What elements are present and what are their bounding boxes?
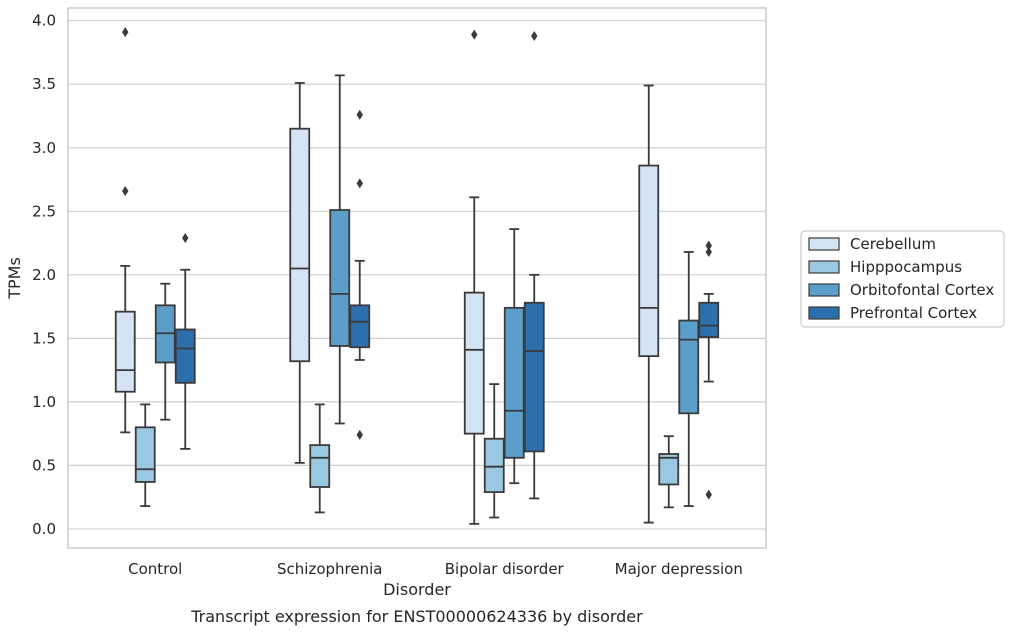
box-2-3 [678,251,700,507]
y-tick-label: 2.5 [32,202,56,220]
box-3-0 [174,232,196,450]
box-3-2 [523,30,545,500]
box-1-2 [483,383,505,519]
box-iqr [349,304,371,349]
outlier-point [471,29,478,40]
legend-label: Hipppocampus [850,258,962,276]
y-tick-label: 0.5 [32,456,56,474]
legend-label: Prefrontal Cortex [850,304,977,322]
figure-caption: Transcript expression for ENST0000062433… [190,607,643,626]
box-0-3 [638,84,660,524]
box-0-1 [289,82,311,464]
box-iqr [289,127,311,363]
box-1-1 [309,403,331,514]
box-2-0 [154,282,176,421]
legend-label: Orbitofontal Cortex [850,281,994,299]
y-gridlines [68,20,766,530]
y-tick-label: 1.0 [32,393,56,411]
outlier-point [122,27,129,38]
box-1-3 [658,435,680,509]
legend-swatch [808,237,840,251]
legend-swatch [808,306,840,320]
legend-frame [800,230,1005,328]
box-iqr [638,164,660,358]
outlier-point [356,109,363,120]
box-3-1 [349,109,371,440]
box-iqr [503,306,525,459]
plot-frame [67,7,767,549]
legend-label: Cerebellum [850,235,936,253]
y-tick-label: 1.5 [32,329,56,347]
x-tick-labels: Control Schizophrenia Bipolar disorder Majo… [128,560,743,578]
legend-swatch [808,283,840,297]
x-tick-label: Bipolar disorder [445,560,565,578]
box-0-0 [114,27,136,434]
outlier-point [182,232,189,243]
x-tick-label: Control [128,560,182,578]
y-tick-label: 4.0 [32,12,56,30]
box-iqr [678,319,700,415]
box-1-0 [134,403,156,507]
outlier-point [531,30,538,41]
outlier-point [705,489,712,500]
y-tick-labels: 0.0 0.5 1.0 1.5 2.0 2.5 3.0 3.5 4.0 [32,12,56,538]
y-tick-label: 2.0 [32,266,56,284]
outlier-point [122,185,129,196]
box-iqr [174,328,196,384]
outlier-point [705,246,712,257]
box-2-2 [503,228,525,485]
y-tick-label: 3.5 [32,75,56,93]
x-tick-label: Major depression [615,560,743,578]
box-iqr [523,301,545,453]
outlier-point [356,178,363,189]
box-iqr [134,426,156,483]
box-iqr [658,453,680,486]
x-axis-label: Disorder [383,580,451,599]
box-iqr [114,310,136,393]
box-iqr [309,444,331,488]
box-3-3 [698,240,720,500]
outlier-point [356,429,363,440]
y-tick-label: 3.0 [32,139,56,157]
outlier-point [705,240,712,251]
x-tick-label: Schizophrenia [277,560,382,578]
box-2-1 [329,74,351,425]
box-plot-marks [114,27,720,525]
legend: Cerebellum Hipppocampus Orbitofontal Corte… [800,230,1005,328]
box-iqr [698,301,720,338]
box-iqr [329,209,351,347]
legend-swatch [808,260,840,274]
box-iqr [463,291,485,435]
box-0-2 [463,29,485,525]
y-tick-label: 0.0 [32,520,56,538]
box-iqr [483,437,505,493]
y-axis-label: TPMs [5,257,24,300]
